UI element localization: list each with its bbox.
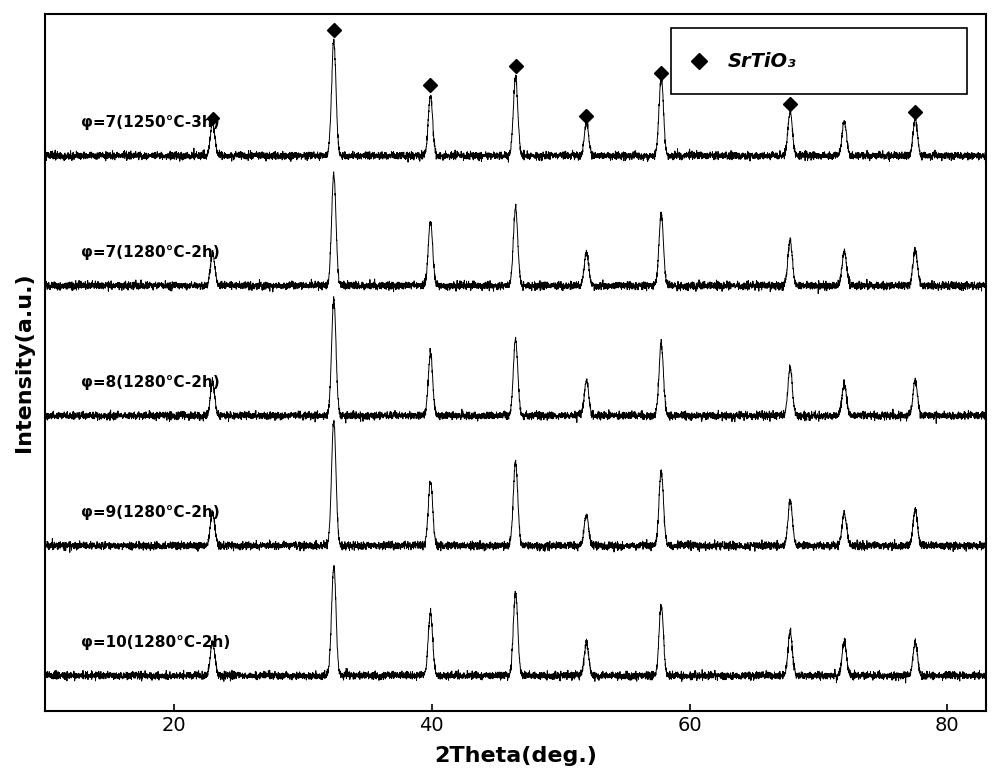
FancyBboxPatch shape — [671, 28, 967, 94]
Text: φ=8(1280°C-2h): φ=8(1280°C-2h) — [81, 374, 220, 390]
Y-axis label: Intensity(a.u.): Intensity(a.u.) — [14, 273, 34, 452]
Text: φ=9(1280°C-2h): φ=9(1280°C-2h) — [81, 505, 220, 519]
Text: φ=7(1250°C-3h): φ=7(1250°C-3h) — [81, 115, 220, 129]
Text: φ=10(1280°C-2h): φ=10(1280°C-2h) — [81, 635, 230, 650]
Text: φ=7(1280°C-2h): φ=7(1280°C-2h) — [81, 245, 220, 260]
X-axis label: 2Theta(deg.): 2Theta(deg.) — [434, 746, 597, 766]
Text: SrTiO₃: SrTiO₃ — [727, 51, 796, 71]
